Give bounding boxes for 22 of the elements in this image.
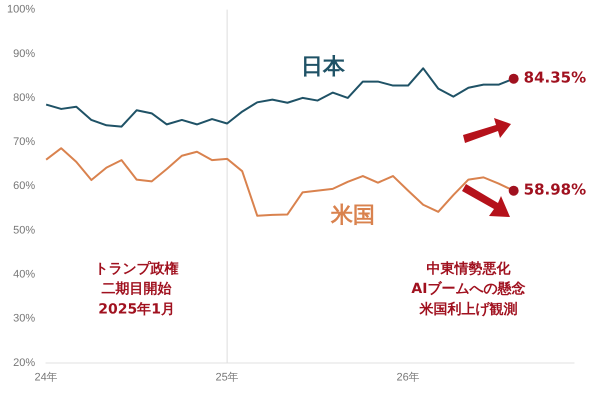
annotation: 二期目開始 (102, 281, 173, 298)
annotation: 2025年1月 (98, 301, 175, 318)
y-tick-label: 60% (13, 180, 36, 192)
annotation: トランプ政権 (94, 260, 179, 277)
y-tick-label: 50% (13, 224, 36, 236)
y-tick-label: 90% (13, 48, 36, 60)
y-tick-label: 100% (6, 4, 36, 16)
x-tick-label: 25年 (215, 371, 239, 384)
y-tick-label: 80% (13, 92, 36, 104)
data-label: 84.35% (524, 68, 586, 87)
annotation: 中東情勢悪化 (426, 260, 512, 277)
series-label: 日本 (300, 54, 346, 80)
annotation: 米国利上げ観測 (418, 301, 518, 318)
x-tick-label: 26年 (396, 371, 420, 384)
series-label: 米国 (330, 202, 376, 228)
data-label: 58.98% (524, 180, 586, 199)
y-tick-label: 20% (13, 356, 36, 369)
y-tick-label: 40% (13, 268, 36, 281)
y-tick-label: 30% (13, 312, 36, 325)
y-tick-label: 70% (13, 136, 36, 148)
annotation: AIブームへの懸念 (411, 280, 526, 298)
x-tick-label: 24年 (34, 371, 58, 384)
